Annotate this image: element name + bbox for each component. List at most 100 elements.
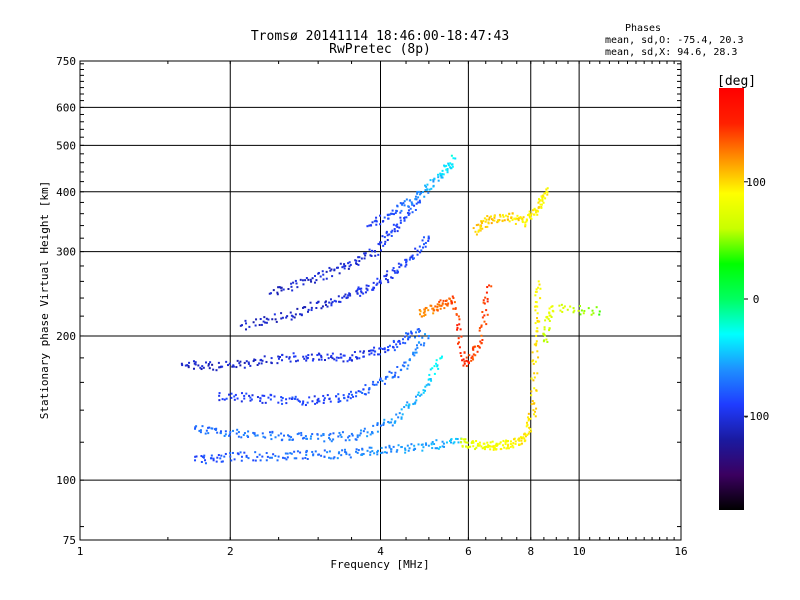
data-point [220, 365, 223, 368]
data-point [511, 218, 514, 221]
data-point [519, 216, 522, 219]
data-point [280, 399, 283, 402]
data-point [460, 335, 463, 338]
data-point [386, 234, 389, 237]
data-point [348, 453, 351, 456]
data-point [507, 443, 510, 446]
data-point [249, 399, 252, 402]
data-point [339, 400, 342, 403]
data-point [330, 304, 333, 307]
data-point [465, 356, 468, 359]
data-point [514, 222, 517, 225]
data-point [496, 443, 499, 446]
data-point [449, 166, 452, 169]
data-point [285, 402, 288, 405]
data-point [482, 442, 485, 445]
data-point [218, 399, 221, 402]
data-point [440, 356, 443, 359]
data-point [472, 353, 475, 356]
data-point [519, 443, 522, 446]
data-point [261, 394, 264, 397]
data-point [414, 401, 417, 404]
data-point [543, 339, 546, 342]
data-point [368, 224, 371, 227]
data-point [400, 209, 403, 212]
data-point [225, 360, 228, 363]
data-point [546, 193, 549, 196]
data-point [415, 395, 418, 398]
data-point [522, 216, 525, 219]
data-point [356, 288, 359, 291]
data-point [262, 435, 265, 438]
data-point [399, 202, 402, 205]
data-point [339, 262, 342, 265]
data-point [306, 437, 309, 440]
data-point [492, 448, 495, 451]
data-point [521, 218, 524, 221]
data-point [329, 269, 332, 272]
data-point [348, 392, 351, 395]
data-point [436, 305, 439, 308]
data-point [405, 332, 408, 335]
data-point [578, 305, 581, 308]
data-point [385, 230, 388, 233]
data-point [458, 323, 461, 326]
data-point [301, 437, 304, 440]
data-point [461, 359, 464, 362]
data-point [247, 457, 250, 460]
data-point [484, 225, 487, 228]
data-point [424, 189, 427, 192]
data-point [539, 297, 542, 300]
data-point [379, 347, 382, 350]
data-point [458, 346, 461, 349]
data-point [337, 452, 340, 455]
data-point [537, 280, 540, 283]
data-point [379, 214, 382, 217]
data-point [486, 300, 489, 303]
data-point [460, 354, 463, 357]
data-point [362, 355, 365, 358]
data-point [412, 403, 415, 406]
data-point [526, 434, 529, 437]
data-point [414, 336, 417, 339]
data-point [398, 412, 401, 415]
data-point [210, 454, 213, 457]
data-point [331, 357, 334, 360]
data-point [469, 445, 472, 448]
data-point [488, 218, 491, 221]
data-point [251, 394, 254, 397]
data-point [530, 214, 533, 217]
data-point [467, 361, 470, 364]
data-point [264, 321, 267, 324]
data-point [525, 220, 528, 223]
data-point [341, 431, 344, 434]
data-point [577, 309, 580, 312]
data-point [537, 286, 540, 289]
data-point [385, 231, 388, 234]
data-point [418, 199, 421, 202]
data-point [229, 452, 232, 455]
data-point [417, 328, 420, 331]
data-point [336, 457, 339, 460]
data-point [496, 221, 499, 224]
data-point [562, 306, 565, 309]
data-point [331, 301, 334, 304]
data-point [313, 281, 316, 284]
data-point [240, 459, 243, 462]
data-point [369, 254, 372, 257]
data-point [240, 455, 243, 458]
data-point [440, 173, 443, 176]
data-point [307, 278, 310, 281]
data-point [422, 314, 425, 317]
data-point [390, 276, 393, 279]
data-point [450, 154, 453, 157]
data-point [202, 456, 205, 459]
data-point [431, 447, 434, 450]
data-point [406, 211, 409, 214]
data-point [411, 202, 414, 205]
data-point [233, 398, 236, 401]
data-point [393, 374, 396, 377]
data-point [446, 171, 449, 174]
data-point [527, 214, 530, 217]
